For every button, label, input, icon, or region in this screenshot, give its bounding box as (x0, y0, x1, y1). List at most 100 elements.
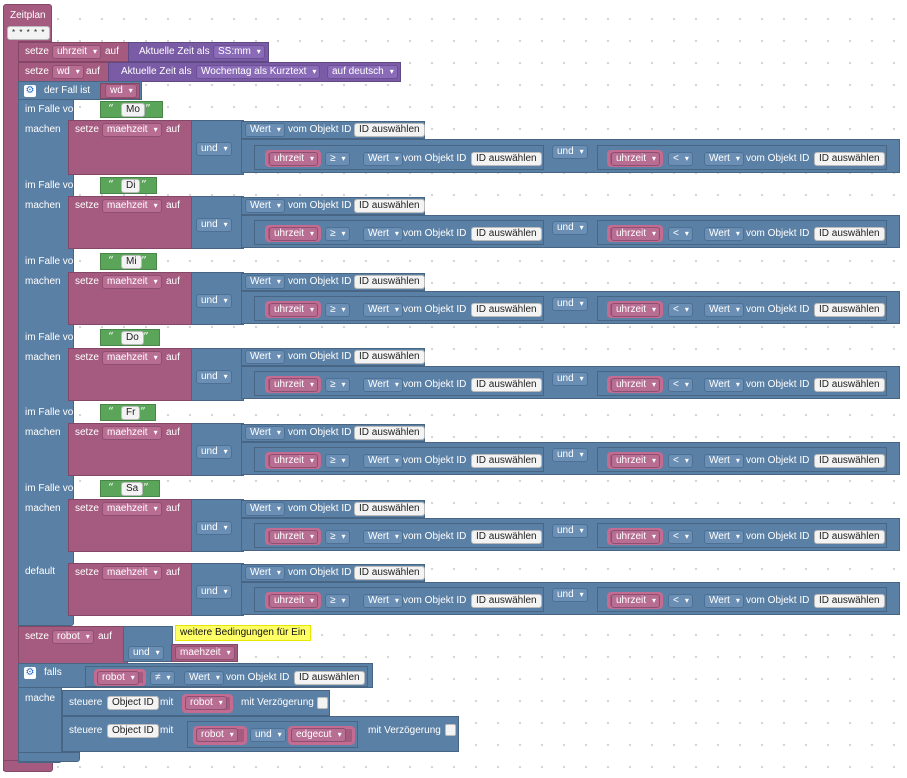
and-inner-block[interactable]: uhrzeit ≥ Wert vom Objekt ID ID auswähle… (241, 518, 900, 551)
compare-op-dropdown[interactable]: ≥ (325, 454, 350, 468)
compare-gte-block[interactable]: uhrzeit ≥ Wert vom Objekt ID ID auswähle… (254, 220, 544, 245)
var-dropdown-uhrzeit[interactable]: uhrzeit (269, 227, 319, 241)
gear-icon[interactable]: ⚙ (24, 667, 36, 679)
compare-op-dropdown[interactable]: < (668, 530, 693, 544)
attr-dropdown[interactable]: Wert (704, 378, 744, 392)
object-id-field[interactable]: Object ID (107, 696, 159, 710)
var-dropdown-robot[interactable]: robot (97, 671, 139, 685)
compare-op-dropdown[interactable]: < (668, 303, 693, 317)
attr-dropdown[interactable]: Wert (245, 123, 285, 137)
var-dropdown-maehzeit[interactable]: maehzeit (102, 566, 162, 580)
compare-lt-block[interactable]: uhrzeit < Wert vom Objekt ID ID auswähle… (597, 220, 887, 245)
get-value-block[interactable]: Wert vom Objekt ID ID auswählen (241, 564, 425, 582)
and-expression-block[interactable]: robot und edgecut (187, 721, 358, 748)
attr-dropdown[interactable]: Wert (704, 303, 744, 317)
var-dropdown-uhrzeit[interactable]: uhrzeit (269, 530, 319, 544)
id-select-field[interactable]: ID auswählen (471, 454, 542, 468)
attr-dropdown[interactable]: Wert (363, 227, 403, 241)
id-select-field[interactable]: ID auswählen (471, 594, 542, 608)
id-select-field[interactable]: ID auswählen (814, 454, 885, 468)
id-select-field[interactable]: ID auswählen (814, 303, 885, 317)
and-block[interactable]: und (191, 196, 244, 249)
day-text-field[interactable]: Di (121, 179, 141, 193)
id-select-field[interactable]: ID auswählen (471, 530, 542, 544)
and-inner-block[interactable]: uhrzeit ≥ Wert vom Objekt ID ID auswähle… (241, 366, 900, 399)
and-block[interactable]: und (191, 348, 244, 401)
object-id-field[interactable]: Object ID (107, 724, 159, 738)
logic-op-dropdown[interactable]: und (196, 445, 232, 459)
compare-gte-block[interactable]: uhrzeit ≥ Wert vom Objekt ID ID auswähle… (254, 296, 544, 321)
compare-gte-block[interactable]: uhrzeit ≥ Wert vom Objekt ID ID auswähle… (254, 371, 544, 396)
attr-dropdown[interactable]: Wert (363, 454, 403, 468)
compare-lt-block[interactable]: uhrzeit < Wert vom Objekt ID ID auswähle… (597, 145, 887, 170)
compare-op-dropdown[interactable]: ≥ (325, 594, 350, 608)
compare-op-dropdown[interactable]: ≥ (325, 227, 350, 241)
logic-op-dropdown[interactable]: und (196, 142, 232, 156)
set-maehzeit-block[interactable]: setze maehzeit auf (68, 423, 192, 476)
text-block[interactable]: “ Sa ” (100, 480, 160, 497)
get-value-block[interactable]: Wert vom Objekt ID ID auswählen (241, 424, 425, 442)
var-dropdown-uhrzeit[interactable]: uhrzeit (269, 152, 319, 166)
attr-dropdown[interactable]: Wert (363, 378, 403, 392)
var-dropdown-uhrzeit[interactable]: uhrzeit (269, 594, 319, 608)
compare-op-dropdown[interactable]: < (668, 227, 693, 241)
and-inner-block[interactable]: uhrzeit ≥ Wert vom Objekt ID ID auswähle… (241, 291, 900, 324)
day-text-field[interactable]: Sa (121, 482, 144, 496)
var-dropdown-wd[interactable]: wd (105, 84, 137, 98)
var-dropdown-uhrzeit[interactable]: uhrzeit (269, 378, 319, 392)
compare-op-dropdown[interactable]: ≥ (325, 530, 350, 544)
and-block[interactable]: und (123, 626, 173, 662)
gear-icon[interactable]: ⚙ (24, 85, 36, 97)
set-maehzeit-block[interactable]: setze maehzeit auf (68, 272, 192, 325)
compare-op-dropdown[interactable]: ≠ (150, 671, 175, 685)
logic-op-dropdown[interactable]: und (552, 145, 588, 159)
var-dropdown-maehzeit[interactable]: maehzeit (175, 646, 235, 660)
logic-op-dropdown[interactable]: und (250, 728, 286, 742)
logic-op-dropdown[interactable]: und (552, 448, 588, 462)
and-inner-block[interactable]: uhrzeit ≥ Wert vom Objekt ID ID auswähle… (241, 215, 900, 248)
schedule-event-block[interactable]: Zeitplan * * * * * (3, 4, 52, 42)
attr-dropdown[interactable]: Wert (184, 671, 224, 685)
get-value-block[interactable]: Wert vom Objekt ID ID auswählen (241, 500, 425, 518)
attr-dropdown[interactable]: Wert (704, 530, 744, 544)
set-robot-block[interactable]: setze robot auf (18, 626, 128, 664)
logic-op-dropdown[interactable]: und (196, 218, 232, 232)
compare-lt-block[interactable]: uhrzeit < Wert vom Objekt ID ID auswähle… (597, 371, 887, 396)
and-inner-block[interactable]: uhrzeit ≥ Wert vom Objekt ID ID auswähle… (241, 582, 900, 615)
text-block[interactable]: “ Mi ” (100, 253, 157, 270)
var-dropdown-robot[interactable]: robot (196, 728, 238, 742)
compare-gte-block[interactable]: uhrzeit ≥ Wert vom Objekt ID ID auswähle… (254, 145, 544, 170)
compare-op-dropdown[interactable]: ≥ (325, 152, 350, 166)
id-select-field[interactable]: ID auswählen (814, 378, 885, 392)
id-select-field[interactable]: ID auswählen (471, 227, 542, 241)
id-select-field[interactable]: ID auswählen (814, 594, 885, 608)
var-dropdown-uhrzeit[interactable]: uhrzeit (611, 227, 661, 241)
set-maehzeit-block[interactable]: setze maehzeit auf (68, 196, 192, 249)
get-value-block[interactable]: Wert vom Objekt ID ID auswählen (241, 197, 425, 215)
var-dropdown-maehzeit[interactable]: maehzeit (102, 426, 162, 440)
current-weekday-block[interactable]: Aktuelle Zeit als Wochentag als Kurztext… (108, 62, 401, 82)
and-block[interactable]: und (191, 499, 244, 552)
attr-dropdown[interactable]: Wert (245, 426, 285, 440)
var-dropdown-uhrzeit[interactable]: uhrzeit (269, 454, 319, 468)
set-maehzeit-block[interactable]: setze maehzeit auf (68, 563, 192, 616)
and-block[interactable]: und (191, 120, 244, 175)
current-time-block[interactable]: Aktuelle Zeit als SS:mm (128, 42, 269, 62)
compare-op-dropdown[interactable]: < (668, 152, 693, 166)
var-dropdown-wd[interactable]: wd (52, 65, 84, 79)
id-select-field[interactable]: ID auswählen (814, 152, 885, 166)
attr-dropdown[interactable]: Wert (245, 502, 285, 516)
text-block[interactable]: “ Fr ” (100, 404, 156, 421)
var-dropdown-uhrzeit[interactable]: uhrzeit (52, 45, 102, 59)
id-select-field[interactable]: ID auswählen (814, 530, 885, 544)
text-block[interactable]: “ Do ” (100, 329, 160, 346)
day-text-field[interactable]: Mo (121, 103, 145, 117)
compare-lt-block[interactable]: uhrzeit < Wert vom Objekt ID ID auswähle… (597, 587, 887, 612)
and-block[interactable]: und (191, 272, 244, 325)
compare-lt-block[interactable]: uhrzeit < Wert vom Objekt ID ID auswähle… (597, 447, 887, 472)
compare-op-dropdown[interactable]: ≥ (325, 303, 350, 317)
var-dropdown-robot[interactable]: robot (52, 630, 94, 644)
text-block[interactable]: “ Di ” (100, 177, 157, 194)
attr-dropdown[interactable]: Wert (704, 454, 744, 468)
delay-checkbox[interactable] (317, 697, 328, 709)
